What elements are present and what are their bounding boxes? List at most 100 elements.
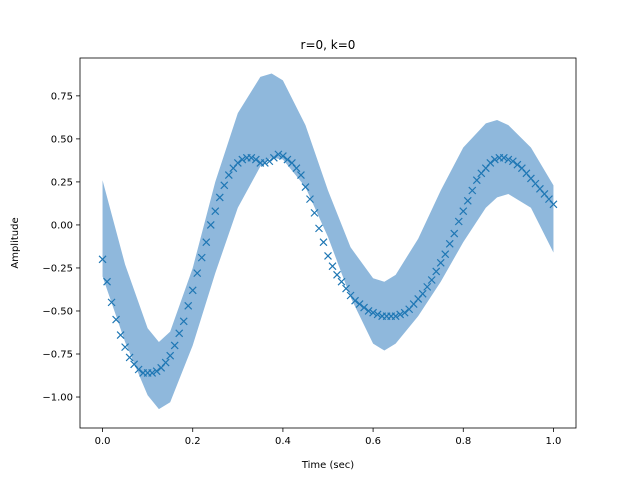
data-point [103,277,111,286]
data-point [549,200,558,209]
data-point [459,207,468,216]
data-point [206,221,215,229]
data-point [179,317,188,326]
data-point [490,155,499,164]
data-point [513,160,522,169]
data-point [166,351,175,360]
x-tick-label: 1.0 [546,436,562,447]
data-point [315,224,323,233]
data-point [269,153,278,162]
y-tick-label: 0.75 [51,91,73,102]
plot-frame [79,57,577,429]
confidence-band-layer [102,73,554,410]
data-points-layer [98,150,558,377]
data-point [418,289,427,298]
data-point [319,238,328,247]
data-point [175,329,184,338]
y-tick-label: −0.25 [42,263,73,274]
data-point [369,308,378,317]
data-point [265,157,274,166]
data-point [432,267,441,276]
data-point [333,270,341,279]
data-point [454,217,463,226]
data-point [215,193,224,202]
data-point [220,181,229,190]
data-point [486,159,495,167]
data-point [508,157,517,166]
data-point [274,150,283,159]
data-point [107,298,116,307]
data-point [193,269,202,278]
y-tick-label: 0.50 [51,134,73,145]
data-point [355,300,364,309]
data-point [134,365,143,374]
data-point [391,312,400,321]
data-point [441,250,450,259]
x-axis-label: Time (sec) [301,460,354,471]
data-point [310,208,319,217]
data-point [125,353,134,362]
y-tick-label: −1.00 [42,393,73,404]
data-point [427,276,436,284]
data-point [283,155,292,164]
data-point [450,229,459,238]
data-point [337,277,346,286]
data-point [247,153,256,162]
y-tick-label: −0.50 [42,306,73,317]
data-point [121,343,130,352]
data-point [504,155,513,164]
data-point [112,315,120,324]
x-tick-label: 0.4 [275,436,291,447]
data-point [98,255,107,264]
data-point [260,159,269,167]
data-point [463,196,472,205]
chart-title: r=0, k=0 [301,38,356,52]
data-point [202,238,211,247]
data-point [233,159,242,167]
data-point [184,301,193,310]
data-point [161,358,170,367]
data-point [342,284,350,293]
data-point [468,186,477,195]
data-point [116,331,125,339]
data-point [351,296,359,305]
data-point [148,369,157,377]
data-point [445,239,454,248]
data-point [224,171,233,179]
data-point [324,251,332,260]
y-tick-label: 0.00 [51,220,73,231]
data-point [400,308,409,317]
data-point [328,262,337,271]
x-tick-label: 0.6 [365,436,381,447]
data-point [170,341,179,350]
y-tick-label: −0.75 [42,350,73,361]
data-point [499,153,508,162]
data-point [396,310,405,319]
x-tick-label: 0.8 [455,436,471,447]
data-point [364,307,373,315]
x-tick-label: 0.0 [95,436,111,447]
data-point [373,310,382,319]
data-point [301,183,310,191]
data-point [197,253,206,262]
x-axis-ticks: 0.0 0.2 0.4 0.6 0.8 1.0 [95,428,562,447]
data-point [238,155,247,164]
data-point [278,152,287,161]
data-point [436,258,445,267]
data-point [152,367,161,376]
data-point [306,195,314,204]
data-point [297,171,305,179]
x-tick-label: 0.2 [185,436,201,447]
y-tick-label: 0.25 [51,177,73,188]
y-axis-label: Amplitude [10,217,21,268]
y-axis-ticks: −1.00 −0.75 −0.50 −0.25 0.00 0.25 0.50 0.75 [42,91,80,404]
data-point [423,282,432,291]
data-point [211,207,220,216]
data-point [188,286,197,295]
data-point [472,176,481,185]
data-point [360,303,368,312]
data-point [292,164,301,173]
confidence-band [102,73,554,410]
data-point [251,155,260,164]
